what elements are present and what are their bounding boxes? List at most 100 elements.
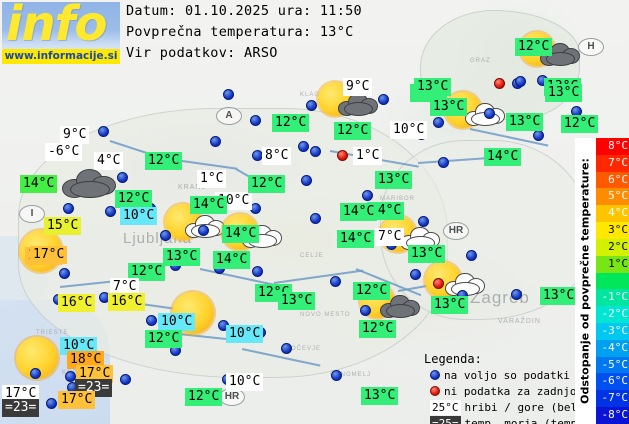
station-dot-nodata[interactable] [337,150,348,161]
station-dot[interactable] [511,289,522,300]
temperature-label: -6°C [45,143,83,161]
scale-band: 6°C [596,171,629,189]
station-dot[interactable] [418,216,429,227]
legend-row-label: ni podatka za zadnjo uro [444,385,603,398]
temperature-label: 12°C [272,114,310,132]
country-code-i: I [19,205,45,223]
temperature-label: 17°C [30,246,68,264]
station-dot[interactable] [59,268,70,279]
temperature-label: 14°C [484,148,522,166]
station-dot[interactable] [117,172,128,183]
temperature-label: 13°C [408,245,446,263]
temperature-label: 14°C [222,225,260,243]
dark-cloud-icon [380,292,420,318]
temperature-label: 18°C [67,351,105,369]
temperature-label: 13°C [540,287,578,305]
temperature-label: 12°C [185,388,223,406]
station-dot[interactable] [438,157,449,168]
temperature-label: 10°C [226,325,264,343]
station-dot[interactable] [484,108,495,119]
scale-band: 1°C [596,255,629,273]
station-dot-nodata[interactable] [433,278,444,289]
station-dot[interactable] [533,130,544,141]
station-dot[interactable] [105,206,116,217]
country-code-a: A [216,107,242,125]
temperature-label: 12°C [115,190,153,208]
temperature-label: 13°C [361,387,399,405]
temperature-label: 12°C [353,282,391,300]
scale-band: -4°C [596,339,629,357]
scale-band: 2°C [596,238,629,256]
dark-cloud-icon [338,90,378,116]
station-dot[interactable] [46,398,57,409]
logo-wordmark: info [6,2,107,52]
station-dot[interactable] [223,89,234,100]
station-dot[interactable] [250,115,261,126]
temperature-label: 12°C [145,330,183,348]
legend-sea-swatch: =25= [430,416,461,424]
station-dot[interactable] [410,269,421,280]
temperature-label: 14°C [340,203,378,221]
station-dot[interactable] [378,94,389,105]
station-dot[interactable] [360,305,371,316]
station-dot[interactable] [515,76,526,87]
temperature-label: 12°C [128,263,166,281]
station-dot[interactable] [98,126,109,137]
temperature-label: 16°C [58,294,96,312]
station-dot[interactable] [160,230,171,241]
scale-bar: 8°C 7°C 6°C 5°C 4°C 3°C 2°C 1°C -1°C -2°C -3°C -4°C… [596,138,629,424]
scale-band: -7°C [596,390,629,407]
station-dot[interactable] [331,370,342,381]
station-dot[interactable] [301,175,312,186]
station-dot[interactable] [120,374,131,385]
temperature-label: 12°C [334,122,372,140]
scale-band: -2°C [596,306,629,323]
station-dot[interactable] [252,266,263,277]
station-dot[interactable] [281,343,292,354]
country-code-h: H [578,38,604,56]
scale-axis-title-text: Odstopanje od povprečne temperature: [578,158,592,404]
station-dot[interactable] [210,136,221,147]
temperature-label: 1°C [197,170,227,188]
temperature-label: 15°C [44,217,82,235]
station-dot[interactable] [63,203,74,214]
scale-band: -8°C [596,407,629,424]
station-dot[interactable] [146,315,157,326]
station-dot[interactable] [310,146,321,157]
station-dot[interactable] [306,100,317,111]
temperature-label: 9°C [60,126,90,144]
temperature-label: 16°C [108,293,146,311]
scale-band: 4°C [596,205,629,223]
data-source-line: Vir podatkov: ARSO [126,45,278,61]
temperature-label: 14°C [213,251,251,269]
temperature-label: 8°C [262,147,292,165]
station-dot[interactable] [310,213,321,224]
site-logo[interactable]: info www.informacije.si [2,2,120,64]
temperature-label: 12°C [248,175,286,193]
station-dot[interactable] [30,368,41,379]
temperature-label: 4°C [94,152,124,170]
station-dot[interactable] [65,371,76,382]
station-dot-nodata[interactable] [494,78,505,89]
temperature-deviation-scale: Odstopanje od povprečne temperature: 8°C… [575,138,629,424]
station-dot[interactable] [433,117,444,128]
station-dot[interactable] [466,250,477,261]
temperature-label: 13°C [430,98,468,116]
temperature-label: 10°C [158,313,196,331]
station-dot[interactable] [298,141,309,152]
average-temperature-line: Povprečna temperatura: 13°C [126,24,354,40]
scale-band: -6°C [596,373,629,391]
temperature-label: 13°C [431,296,469,314]
legend-red-dot-icon [430,386,440,396]
temperature-label: 12°C [561,115,599,133]
scale-band: -5°C [596,356,629,374]
station-dot[interactable] [198,225,209,236]
temperature-label: 12°C [359,320,397,338]
temperature-label: 14°C [337,230,375,248]
station-dot[interactable] [362,190,373,201]
temperature-label: 13°C [375,171,413,189]
temperature-label: 13°C [506,113,544,131]
station-dot[interactable] [330,276,341,287]
header-bar: info www.informacije.si Datum: 01.10.202… [0,0,629,66]
